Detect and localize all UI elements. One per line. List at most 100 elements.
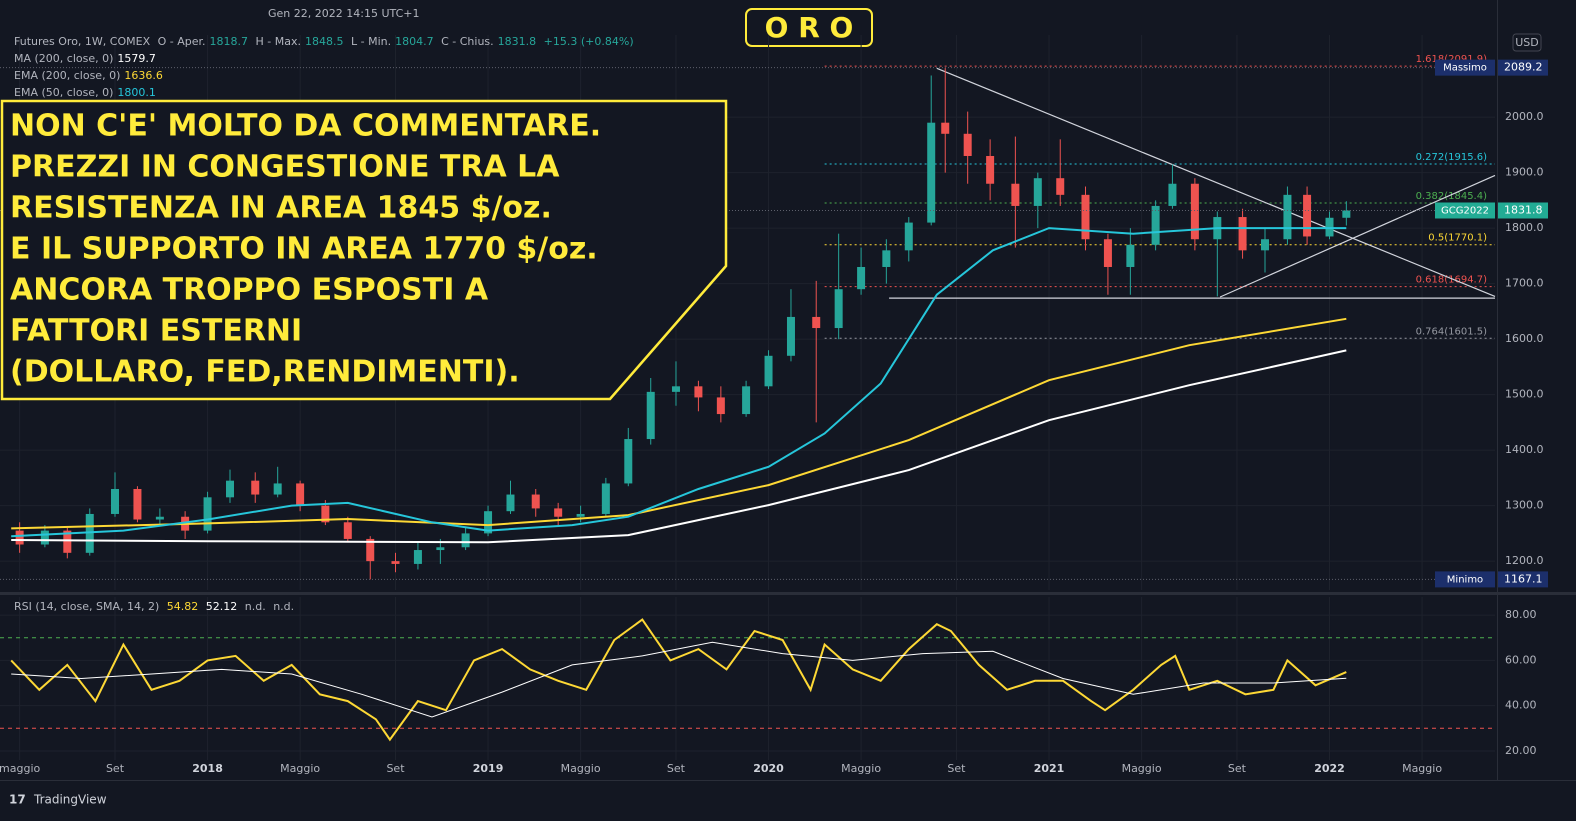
ohlc-value: 1831.8: [497, 35, 537, 48]
annotation-line: E IL SUPPORTO IN AREA 1770 $/oz.: [10, 232, 598, 267]
candle-body: [343, 522, 352, 539]
x-tick-label: 2020: [753, 762, 784, 775]
x-tick-label: 2021: [1034, 762, 1065, 775]
ohlc-value: 1848.5: [305, 35, 344, 48]
candle-body: [1103, 239, 1112, 267]
candle-body: [273, 483, 282, 495]
candle-body: [506, 494, 515, 512]
rsi-sma-value: 52.12: [205, 600, 238, 613]
candle-body: [15, 530, 24, 545]
y-tick-label: 1200.0: [1505, 554, 1544, 567]
y-tick-label: 1300.0: [1505, 499, 1544, 512]
y-tick-label: 60.00: [1505, 653, 1537, 666]
candle-body: [1033, 178, 1042, 206]
indicator-line: [11, 349, 1347, 544]
price-tag-box: [1498, 59, 1548, 76]
indicator-row: MA (200, close, 0) 1579.7: [14, 52, 638, 69]
candle-body: [857, 266, 866, 290]
candle-body: [436, 547, 445, 551]
annotation-line: PREZZI IN CONGESTIONE TRA LA: [10, 150, 560, 185]
candle-body: [461, 533, 470, 548]
candle-body: [251, 480, 260, 495]
y-tick-label: 1900.0: [1505, 166, 1544, 179]
price-tag-box: [1435, 571, 1495, 588]
candle-body: [203, 497, 212, 531]
brand-logo: 𝟭𝟳 TradingView: [9, 793, 107, 807]
candle-body: [1011, 183, 1020, 206]
indicator-line: [11, 227, 1347, 538]
y-tick-label: 2000.0: [1505, 110, 1544, 123]
candle-body: [576, 513, 585, 517]
candle-body: [63, 530, 72, 553]
brand: TradingView: [33, 793, 107, 807]
candle-body: [941, 122, 950, 134]
price-legend: Futures Oro, 1W, COMEX O - Aper. 1818.7 H…: [14, 35, 638, 103]
indicator-name: EMA (200, close, 0): [14, 69, 121, 82]
rsi-legend: RSI (14, close, SMA, 14, 2) 54.82 52.12 …: [14, 600, 298, 613]
rsi-line: [11, 641, 1347, 718]
x-tick-label: Set: [386, 762, 405, 775]
candle-body: [1151, 205, 1160, 245]
candle-body: [601, 483, 610, 514]
indicator-row: EMA (50, close, 0) 1800.1: [14, 86, 638, 103]
y-tick-label: 1600.0: [1505, 332, 1544, 345]
annotation-line: RESISTENZA IN AREA 1845 $/oz.: [10, 191, 552, 226]
indicator-value: 1636.6: [124, 69, 163, 82]
candle-body: [296, 483, 305, 506]
candle-body: [111, 488, 119, 514]
x-tick-label: 2019: [473, 762, 504, 775]
rsi-extra: n.d.: [273, 600, 295, 613]
annotation-line: FATTORI ESTERNI: [10, 314, 302, 349]
candle-body: [786, 316, 795, 356]
indicator-row: EMA (200, close, 0) 1636.6: [14, 69, 638, 86]
candle-body: [1342, 210, 1351, 218]
logo-mark: 𝟭𝟳: [9, 793, 26, 807]
x-tick-label: Set: [947, 762, 966, 775]
candle-body: [986, 155, 995, 184]
candle-body: [1190, 183, 1199, 240]
rsi-line: [10, 618, 1347, 742]
fib-label: 0.618(1694.7): [1416, 275, 1488, 286]
ohlc-row: Futures Oro, 1W, COMEX O - Aper. 1818.7 H…: [14, 35, 638, 52]
x-tick-label: Set: [667, 762, 686, 775]
ohlc-label: C - Chius.: [441, 35, 494, 48]
x-tick-label: 2018: [192, 762, 223, 775]
x-tick-label: 2022: [1314, 762, 1345, 775]
candle-body: [764, 355, 773, 387]
candle-body: [1238, 217, 1247, 251]
x-tick-label: Maggio: [280, 762, 320, 775]
candle-body: [85, 513, 94, 553]
candle-body: [531, 494, 540, 509]
fib-label: 0.764(1601.5): [1416, 326, 1488, 337]
y-tick-label: 1700.0: [1505, 277, 1544, 290]
fib-label: 0.382(1845.4): [1416, 191, 1488, 202]
candle-body: [321, 505, 330, 523]
ohlc-label: L - Min.: [351, 35, 392, 48]
indicator-name: EMA (50, close, 0): [14, 86, 114, 99]
annotation-line: (DOLLARO, FED,RENDIMENTI).: [10, 355, 520, 390]
candle-body: [624, 439, 633, 484]
price-tag-label: Minimo: [1447, 574, 1483, 585]
price-axis-bg: [1497, 0, 1576, 821]
x-tick-label: Maggio: [1122, 762, 1162, 775]
price-tag-value: 1831.8: [1504, 203, 1543, 216]
candle-body: [484, 511, 493, 534]
x-tick-label: Maggio: [561, 762, 601, 775]
y-tick-label: 1800.0: [1505, 221, 1544, 234]
candle-body: [904, 222, 913, 251]
fib-label: 0.5(1770.1): [1428, 233, 1487, 244]
ohlc-value: 1804.7: [395, 35, 434, 48]
candle-body: [155, 516, 164, 520]
indicator-name: MA (200, close, 0): [14, 52, 114, 65]
trendline: [936, 67, 1496, 297]
y-tick-label: 80.00: [1505, 608, 1537, 621]
price-tag-box: [1435, 59, 1495, 76]
currency: USD: [1515, 36, 1539, 49]
indicator-value: 1579.7: [117, 52, 156, 65]
title: O R O: [765, 11, 854, 44]
title-box: [745, 8, 873, 47]
candle-body: [1261, 239, 1269, 251]
candle-body: [1056, 178, 1065, 195]
